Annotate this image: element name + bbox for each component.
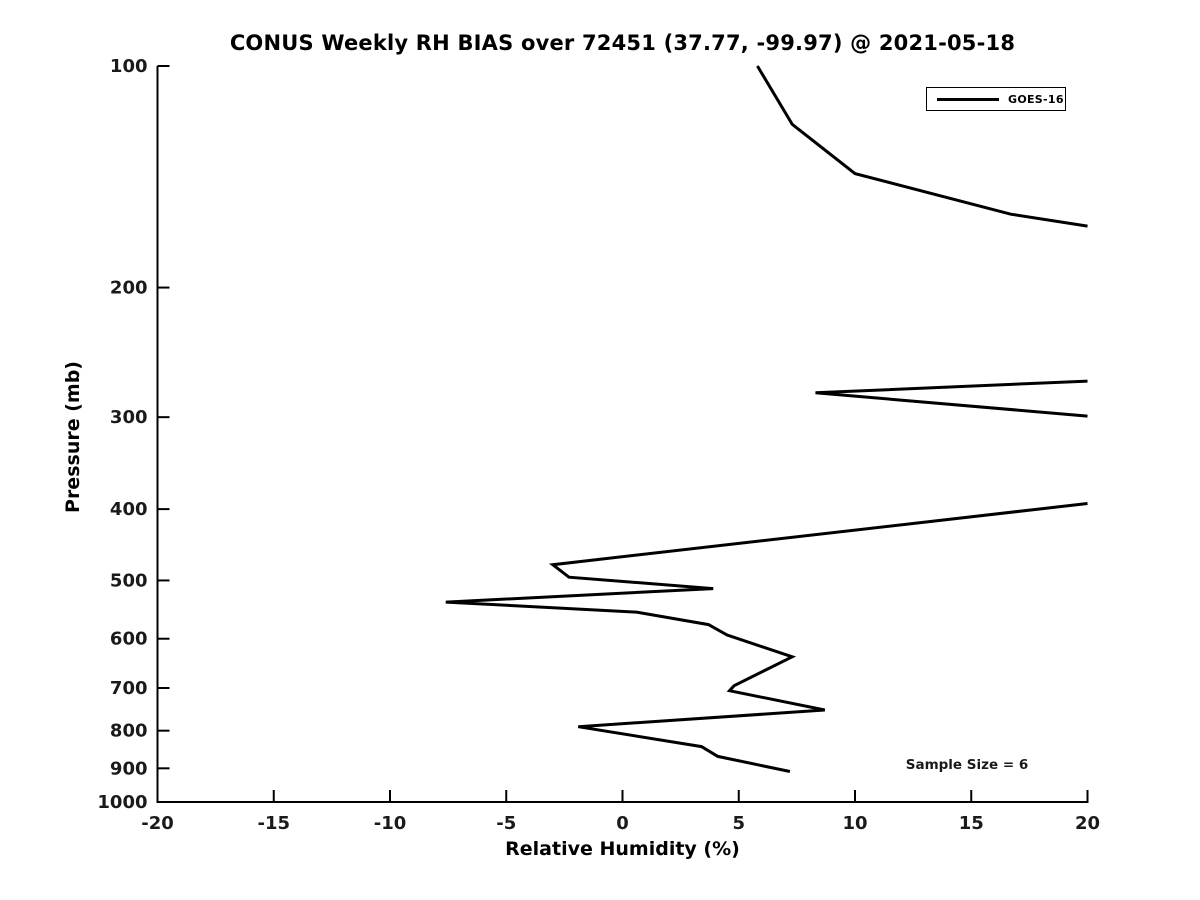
x-tick-label: -20 [141,813,174,834]
y-tick-label: 500 [110,570,148,591]
x-tick-label: -5 [496,813,516,834]
legend-label: GOES-16 [1008,92,1064,106]
y-tick-label: 800 [110,721,148,742]
x-tick-label: -10 [374,813,407,834]
series-line-goes-16 [815,379,1088,418]
x-tick-label: 15 [959,813,984,834]
y-tick-label: 600 [110,629,148,650]
chart-title: CONUS Weekly RH BIAS over 72451 (37.77, … [229,31,1016,55]
y-tick-label: 1000 [97,792,147,813]
x-tick-label: -15 [257,813,290,834]
sample-size-annotation: Sample Size = 6 [905,757,1029,773]
series-line-goes-16 [756,65,1088,228]
y-tick-label: 100 [110,56,148,77]
series-line-goes-16 [445,502,1088,773]
y-axis-title: Pressure (mb) [62,361,84,513]
legend-line-swatch [937,97,999,101]
x-tick-label: 5 [732,813,745,834]
x-tick-label: 0 [616,813,629,834]
y-tick-label: 900 [110,758,148,779]
legend: GOES-16 [926,87,1066,111]
x-axis-title: Relative Humidity (%) [505,838,740,860]
y-tick-label: 200 [110,278,148,299]
y-tick-label: 300 [110,407,148,428]
x-tick-label: 10 [842,813,867,834]
y-tick-label: 700 [110,678,148,699]
x-tick-label: 20 [1075,813,1100,834]
y-tick-label: 400 [110,499,148,520]
